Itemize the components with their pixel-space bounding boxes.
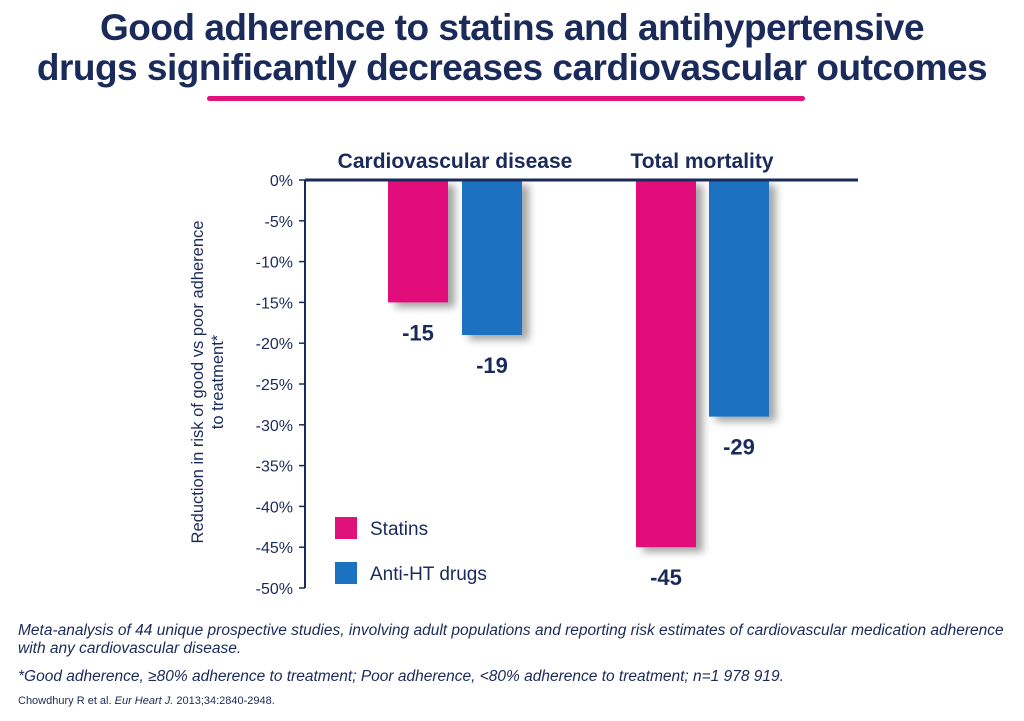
title-line-1: Good adherence to statins and antihypert… [99,7,925,48]
y-tick-label: -10% [256,255,293,272]
legend-swatch [335,517,357,539]
y-tick-label: -35% [256,459,293,476]
slide-title: Good adherence to statins and antihypert… [0,8,1024,88]
citation-authors: Chowdhury R et al. [18,695,115,707]
y-tick-label: -20% [256,336,293,353]
y-tick-label: -5% [265,214,293,231]
legend-swatch [335,562,357,584]
footnote-description: Meta-analysis of 44 unique prospective s… [18,622,1004,657]
legend-label: Anti-HT drugs [370,564,487,585]
bar-statins [388,180,448,303]
y-tick-label: -50% [256,581,293,598]
data-label: -45 [650,565,682,590]
y-tick-label: 0% [270,173,293,190]
bar-chart: 0% -5% -10% -15% -20% -25% -30% -35% -40% -45% -50… [189,150,858,598]
title-line-2: drugs significantly decreases cardiovasc… [36,47,988,88]
y-axis-title-line: to treatment* [209,334,227,429]
y-tick-label: -30% [256,418,293,435]
bar-statins [636,180,696,548]
bar-anti-ht [709,180,769,417]
legend-label: Statins [370,519,428,540]
plot-area: 0% -5% -10% -15% -20% -25% -30% -35% -40% -45% -50… [189,150,858,598]
category-label: Total mortality [630,150,773,173]
data-label: -29 [723,435,755,460]
citation-details: 2013;34:2840-2948. [173,695,275,707]
citation-journal: Eur Heart J. [114,695,174,707]
data-label: -19 [476,353,508,378]
y-axis-title: Reduction in risk of good vs poor adhere… [189,221,227,544]
y-axis-title-line: Reduction in risk of good vs poor adhere… [189,221,207,544]
footnote-definition: *Good adherence, ≥80% adherence to treat… [18,668,784,685]
category-label: Cardiovascular disease [338,150,573,173]
y-tick-label: -45% [256,540,293,557]
y-tick-label: -25% [256,377,293,394]
title-underline [207,96,805,101]
legend: Statins Anti-HT drugs [335,517,487,585]
citation: Chowdhury R et al. Eur Heart J. 2013;34:… [18,695,275,707]
data-label: -15 [402,320,434,345]
y-tick-label: -40% [256,499,293,516]
bar-anti-ht [462,180,522,336]
y-tick-label: -15% [256,295,293,312]
